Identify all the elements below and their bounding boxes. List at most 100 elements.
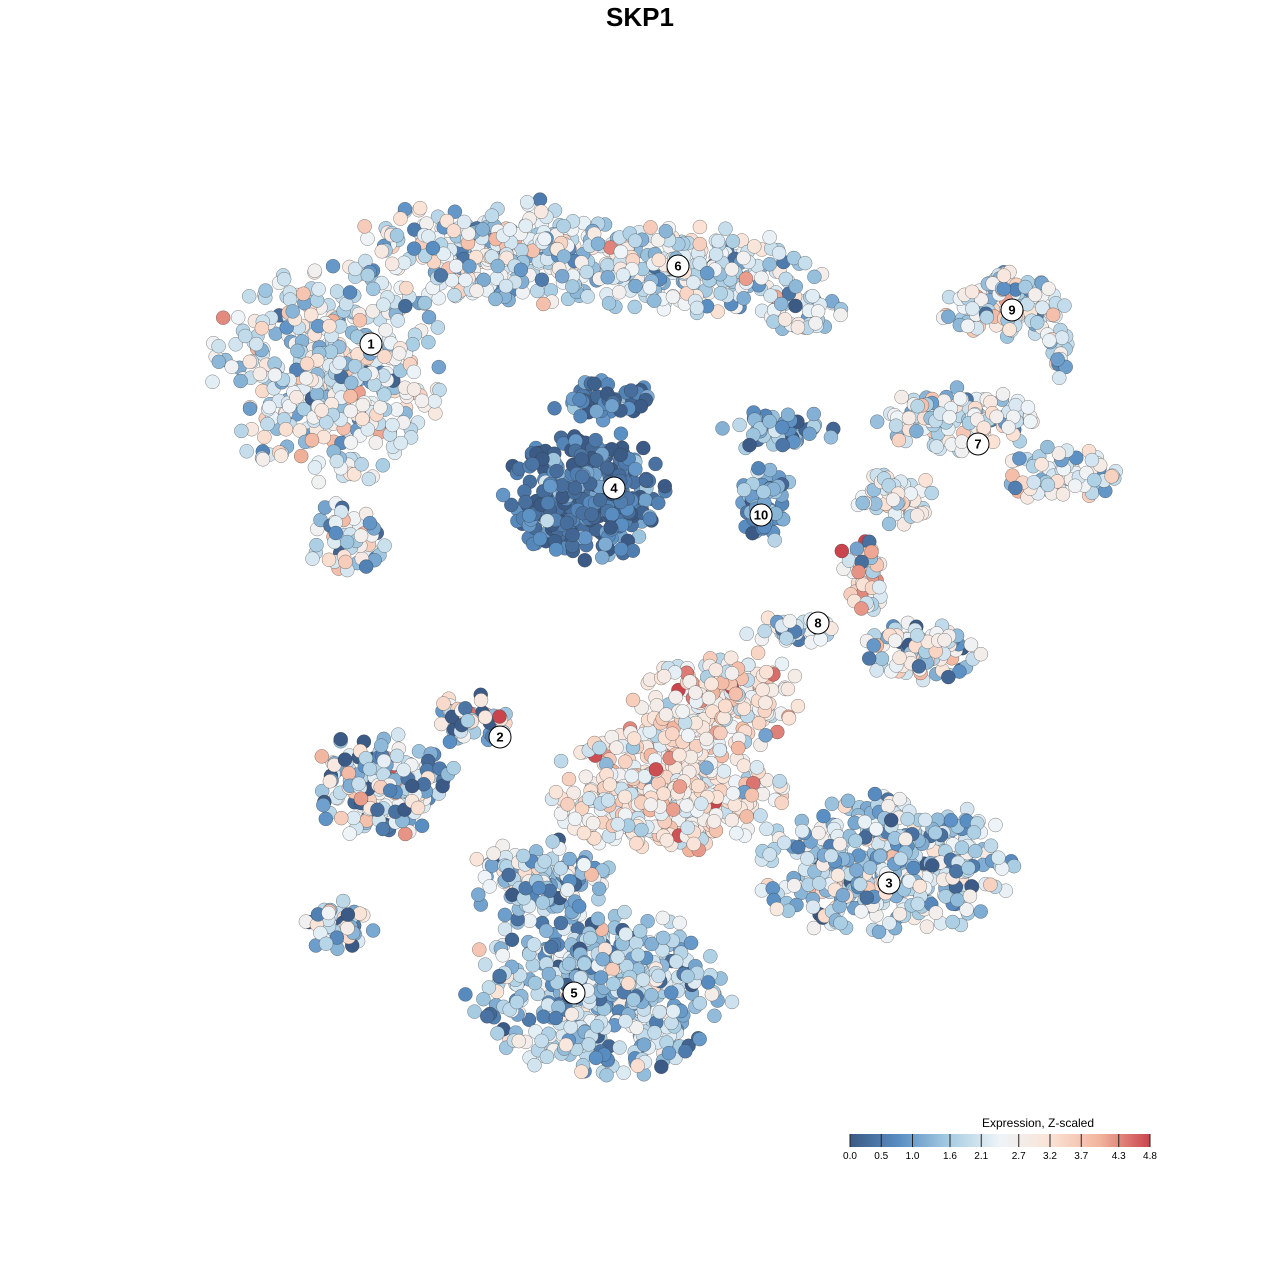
data-point bbox=[378, 322, 393, 338]
data-point bbox=[574, 1064, 589, 1079]
data-point bbox=[539, 513, 555, 528]
data-point bbox=[657, 478, 673, 494]
data-point bbox=[848, 833, 863, 849]
data-point bbox=[1041, 281, 1056, 296]
data-point bbox=[656, 786, 671, 801]
colorbar-legend: Expression, Z-scaled 0.0 0.5 1.0 1.6 2.1 2.7 3… bbox=[843, 1116, 1157, 1162]
data-point bbox=[708, 247, 724, 262]
data-point bbox=[516, 848, 531, 864]
data-point bbox=[872, 579, 887, 595]
data-point bbox=[909, 423, 924, 439]
data-point bbox=[736, 291, 751, 306]
data-point bbox=[656, 669, 672, 684]
data-point bbox=[665, 726, 680, 741]
data-point bbox=[535, 895, 551, 910]
chart-title: SKP1 bbox=[606, 2, 674, 32]
data-point bbox=[492, 968, 507, 984]
data-point bbox=[861, 651, 877, 666]
data-point bbox=[548, 542, 564, 557]
data-point bbox=[680, 969, 695, 984]
data-point bbox=[739, 809, 754, 824]
data-point bbox=[603, 520, 618, 535]
data-point bbox=[343, 435, 359, 450]
data-point bbox=[365, 923, 381, 938]
data-point bbox=[398, 826, 413, 842]
data-point bbox=[1020, 400, 1036, 415]
data-point bbox=[713, 725, 728, 741]
data-point bbox=[774, 795, 789, 811]
cluster-label-text: 10 bbox=[754, 508, 768, 523]
data-point bbox=[983, 838, 999, 853]
data-point bbox=[710, 233, 726, 249]
data-point bbox=[800, 851, 815, 866]
data-point bbox=[739, 626, 754, 642]
data-point bbox=[376, 753, 392, 769]
data-point bbox=[988, 817, 1003, 833]
data-point bbox=[1040, 477, 1056, 493]
data-point bbox=[446, 760, 461, 776]
data-point bbox=[996, 268, 1012, 283]
data-point bbox=[991, 850, 1006, 865]
data-point bbox=[458, 701, 473, 716]
data-point bbox=[763, 288, 778, 303]
data-point bbox=[963, 637, 979, 652]
data-point bbox=[592, 492, 608, 508]
data-point bbox=[683, 935, 699, 951]
data-point bbox=[309, 537, 324, 553]
data-point bbox=[375, 458, 391, 473]
data-point bbox=[634, 822, 649, 838]
data-point bbox=[548, 1010, 564, 1026]
data-point bbox=[534, 1033, 549, 1049]
data-point bbox=[255, 452, 271, 467]
data-point bbox=[625, 692, 641, 708]
data-point bbox=[892, 650, 907, 665]
data-point bbox=[983, 877, 998, 892]
colorbar-tick-label: 1.0 bbox=[906, 1151, 920, 1162]
data-point bbox=[547, 401, 562, 416]
data-point bbox=[519, 194, 535, 210]
colorbar-tick-label: 1.6 bbox=[943, 1151, 957, 1162]
data-point bbox=[911, 659, 927, 674]
data-point bbox=[769, 901, 785, 917]
cluster-label-text: 8 bbox=[814, 616, 821, 631]
data-point bbox=[598, 536, 613, 552]
data-point bbox=[973, 904, 988, 919]
data-point bbox=[355, 397, 371, 413]
data-point bbox=[617, 904, 632, 920]
data-point bbox=[362, 515, 378, 531]
data-point bbox=[618, 754, 633, 769]
data-point bbox=[373, 400, 388, 415]
data-point bbox=[643, 220, 658, 235]
data-point bbox=[995, 387, 1011, 402]
data-point bbox=[762, 257, 777, 272]
cluster-label-text: 3 bbox=[885, 876, 892, 891]
data-point bbox=[334, 810, 349, 826]
data-point bbox=[757, 623, 772, 639]
data-point bbox=[762, 414, 777, 429]
data-point bbox=[627, 233, 643, 248]
data-point bbox=[762, 847, 777, 862]
data-point bbox=[478, 710, 493, 725]
data-point bbox=[285, 304, 300, 319]
data-point bbox=[211, 338, 226, 354]
data-point bbox=[495, 487, 511, 503]
data-point bbox=[303, 307, 319, 323]
data-point bbox=[749, 760, 765, 775]
data-point bbox=[299, 356, 315, 372]
data-point bbox=[242, 401, 258, 416]
data-point bbox=[591, 881, 607, 897]
data-point bbox=[583, 930, 598, 946]
data-point bbox=[377, 349, 392, 364]
data-point bbox=[553, 753, 569, 769]
data-point bbox=[874, 651, 890, 666]
data-point bbox=[665, 802, 681, 817]
data-point bbox=[692, 219, 708, 235]
data-point bbox=[456, 214, 472, 230]
data-point bbox=[952, 391, 968, 406]
data-point bbox=[254, 320, 270, 336]
data-point bbox=[699, 760, 714, 775]
data-point bbox=[750, 645, 766, 661]
data-point bbox=[537, 231, 552, 247]
data-point bbox=[365, 304, 381, 319]
data-point bbox=[941, 669, 956, 685]
